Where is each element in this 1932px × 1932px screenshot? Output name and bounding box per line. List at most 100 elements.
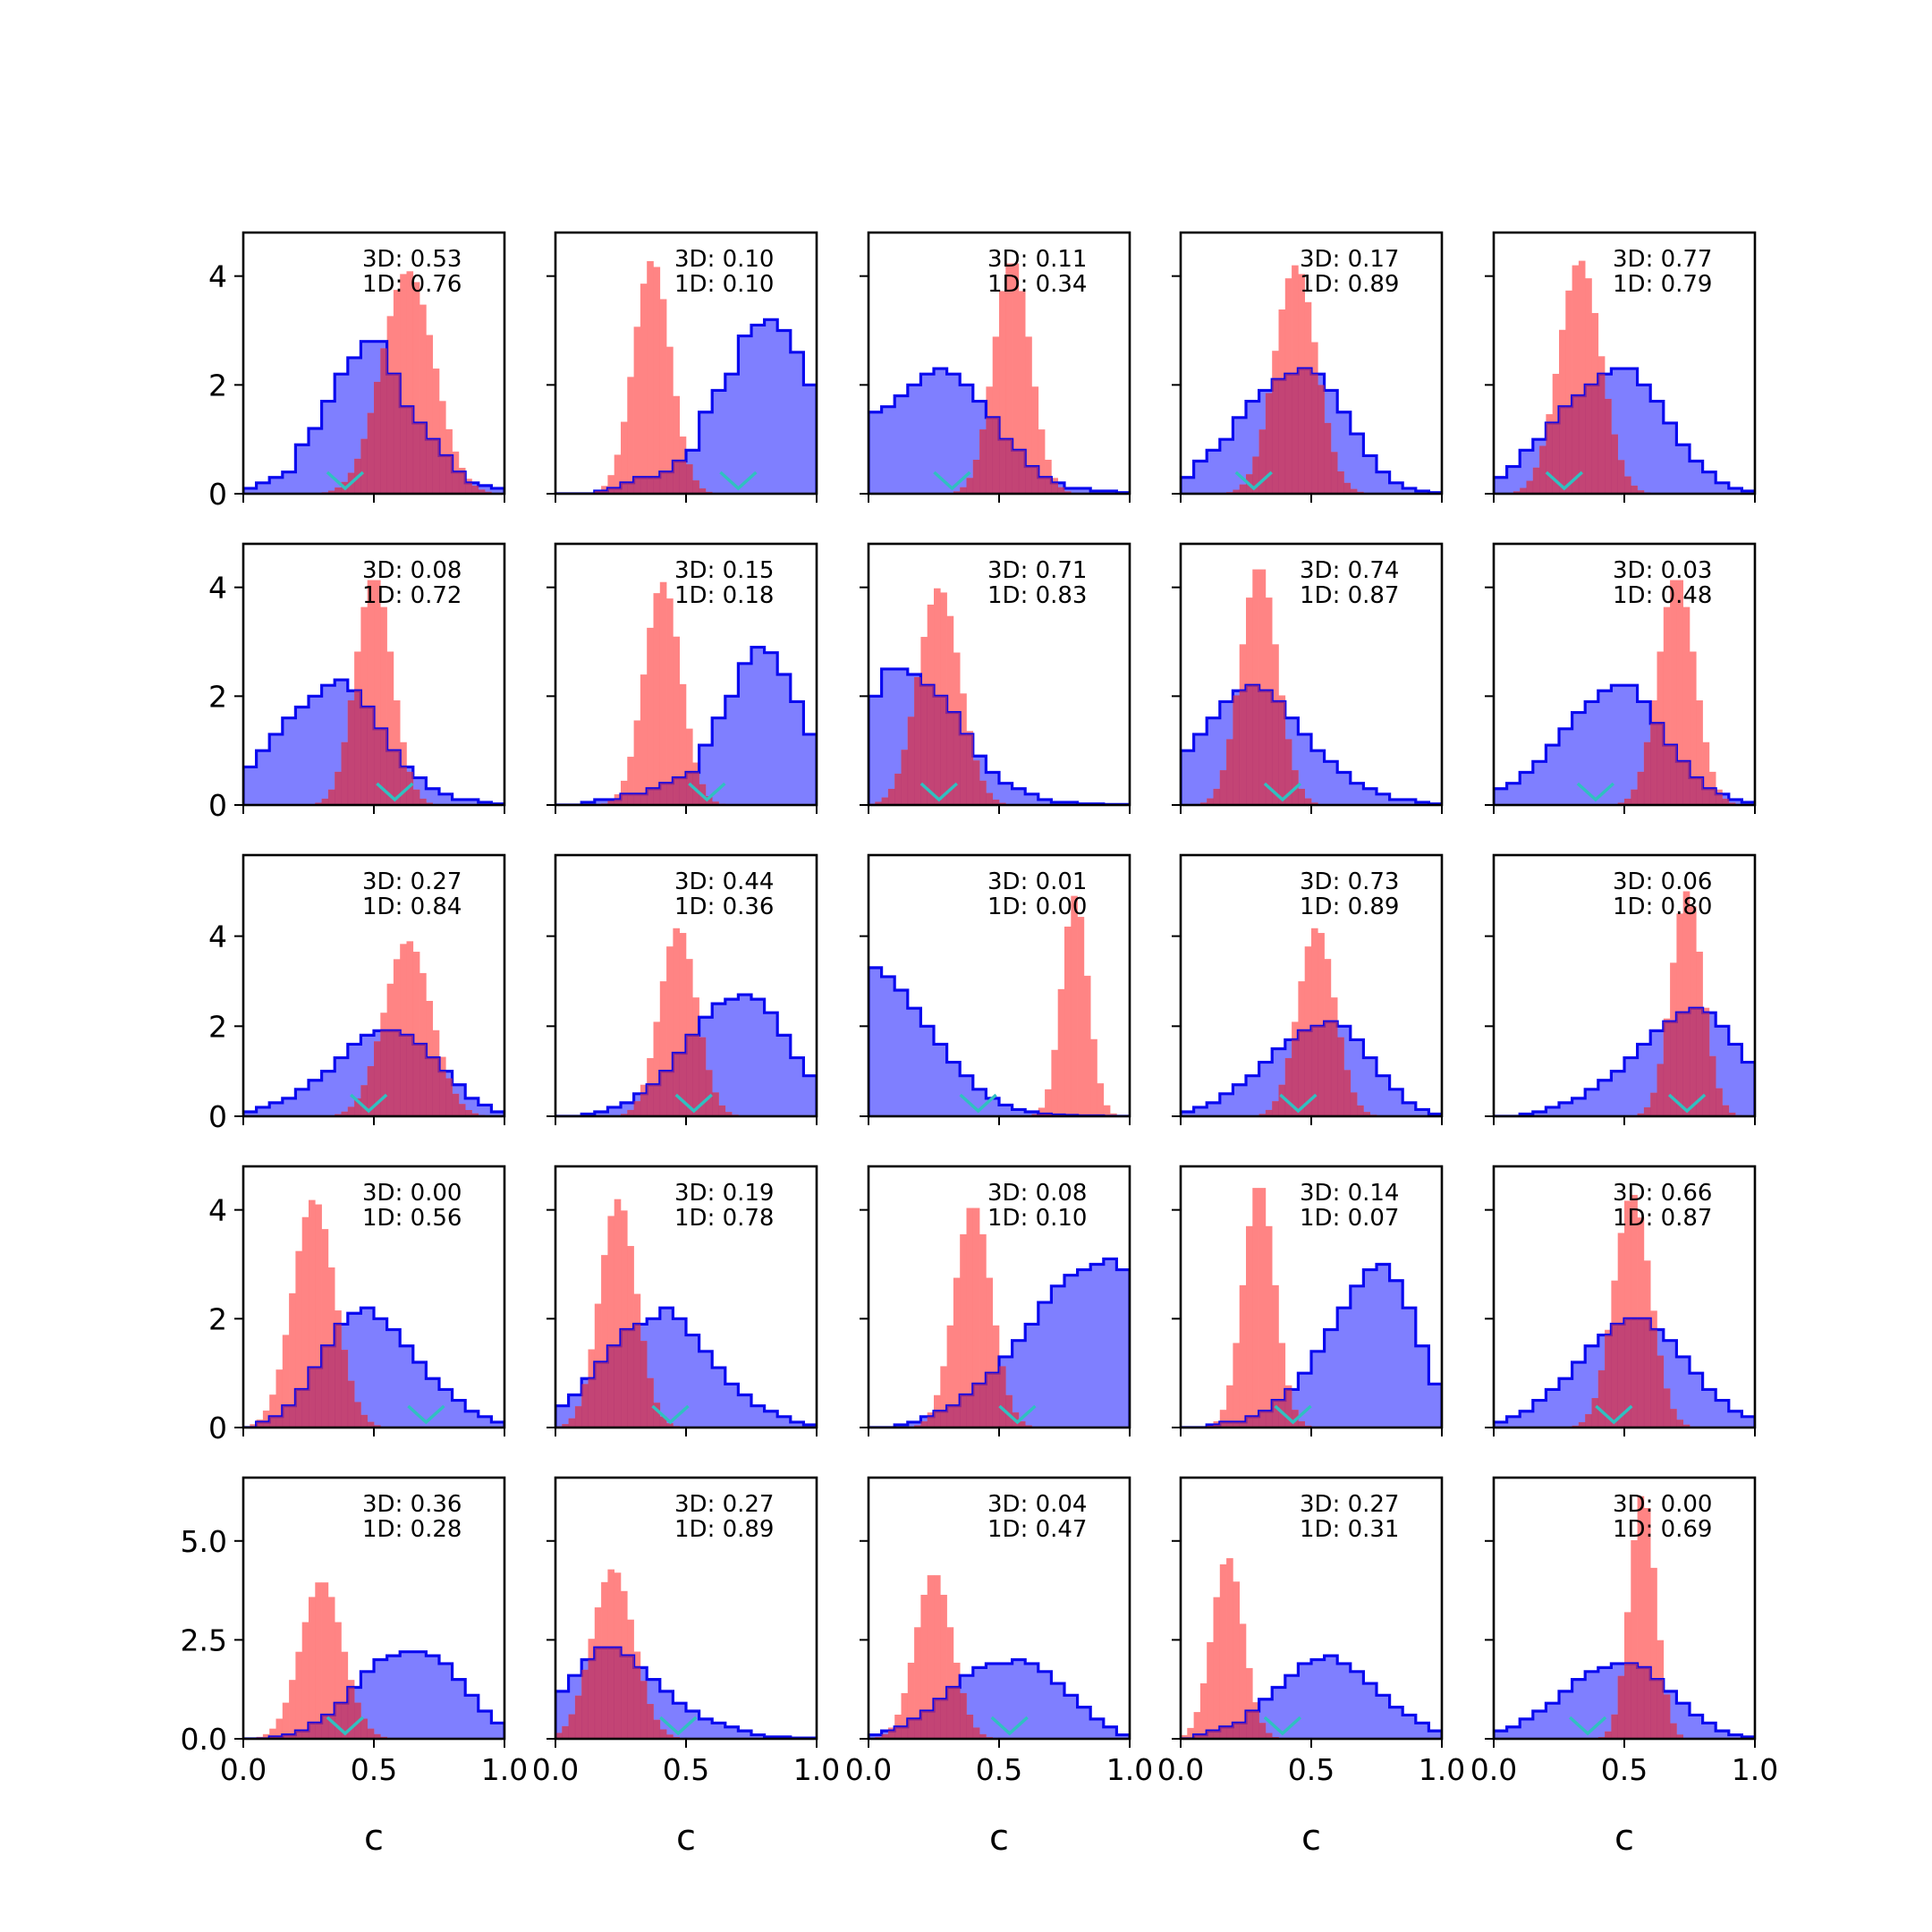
true-value-marker bbox=[1279, 1093, 1318, 1114]
overlap-bar bbox=[647, 1704, 654, 1739]
overlap-bar bbox=[1252, 1711, 1259, 1739]
overlap-bar bbox=[1258, 1411, 1267, 1428]
overlap-bar bbox=[1252, 1416, 1259, 1428]
overlap-bar bbox=[465, 482, 472, 494]
red-bar bbox=[1670, 580, 1677, 805]
true-value-marker bbox=[659, 1716, 698, 1736]
red-bar bbox=[986, 1277, 993, 1428]
red-bar bbox=[1258, 1188, 1267, 1428]
overlap-bar bbox=[386, 1030, 394, 1116]
overlap-bar bbox=[321, 1715, 329, 1739]
plot-area bbox=[243, 271, 504, 494]
red-bar bbox=[647, 627, 654, 805]
red-bar bbox=[1631, 1539, 1638, 1739]
overlap-bar bbox=[581, 1384, 589, 1428]
overlap-bar bbox=[1591, 1398, 1599, 1428]
red-bar bbox=[400, 274, 407, 494]
overlap-bar bbox=[607, 1345, 614, 1428]
red-bar bbox=[250, 1424, 257, 1428]
overlap-bar bbox=[1005, 439, 1013, 494]
overlap-bar bbox=[393, 750, 401, 805]
red-bar bbox=[1018, 291, 1026, 494]
overlap-bar bbox=[1343, 482, 1352, 494]
red-bar bbox=[1272, 1284, 1279, 1428]
red-bar bbox=[1219, 1410, 1227, 1428]
overlap-bar bbox=[934, 1699, 941, 1739]
annotation-3d: 3D: 0.53 bbox=[362, 246, 462, 273]
overlap-bar bbox=[1213, 1424, 1221, 1428]
overlap-bar bbox=[1298, 1030, 1305, 1116]
overlap-bar bbox=[419, 422, 427, 494]
overlap-bar bbox=[986, 417, 993, 494]
overlap-bar bbox=[568, 1714, 576, 1739]
red-bar bbox=[953, 1277, 961, 1428]
overlap-bar bbox=[633, 1101, 641, 1116]
red-bar bbox=[426, 335, 433, 494]
overlap-bar bbox=[1284, 374, 1292, 494]
overlap-bar bbox=[406, 771, 414, 805]
blue-histogram-edge bbox=[869, 1257, 1130, 1428]
x-tick-label: 0.0 bbox=[220, 1752, 267, 1787]
overlap-bar bbox=[1637, 490, 1645, 494]
overlap-bar bbox=[347, 700, 355, 805]
overlap-bar bbox=[1324, 1021, 1332, 1116]
overlap-bar bbox=[562, 1725, 569, 1739]
overlap-bar bbox=[666, 1423, 674, 1428]
overlap-bar bbox=[992, 799, 1000, 805]
plot-area bbox=[1181, 1558, 1442, 1739]
annotation-1d: 1D: 0.00 bbox=[987, 894, 1087, 920]
overlap-bar bbox=[1696, 777, 1703, 805]
true-value-marker bbox=[959, 1093, 997, 1114]
overlap-bar bbox=[432, 1057, 440, 1116]
plot-area bbox=[555, 1569, 817, 1739]
red-bar bbox=[1682, 606, 1690, 805]
red-bar bbox=[439, 401, 446, 494]
overlap-bar bbox=[386, 374, 394, 494]
red-bar bbox=[1193, 1712, 1201, 1739]
overlap-bar bbox=[1605, 1731, 1612, 1739]
overlap-bar bbox=[1318, 385, 1325, 494]
overlap-bar bbox=[673, 777, 680, 805]
red-bar bbox=[289, 1680, 296, 1739]
overlap-bar bbox=[1650, 723, 1657, 805]
x-tick-label: 0.5 bbox=[351, 1752, 397, 1787]
annotation-3d: 3D: 0.17 bbox=[1300, 246, 1399, 273]
overlap-bar bbox=[1532, 467, 1540, 494]
overlap-bar bbox=[1233, 1421, 1240, 1428]
overlap-bar bbox=[256, 1421, 264, 1428]
overlap-bar bbox=[627, 1109, 634, 1116]
red-bar bbox=[1213, 1597, 1221, 1739]
true-value-marker bbox=[1595, 1404, 1633, 1425]
overlap-bar bbox=[1226, 1421, 1233, 1428]
overlap-bar bbox=[341, 1703, 349, 1739]
overlap-bar bbox=[1304, 798, 1312, 805]
overlap-bar bbox=[1617, 1675, 1625, 1739]
annotation-1d: 1D: 0.36 bbox=[674, 894, 774, 920]
x-tick-label: 0.0 bbox=[532, 1752, 579, 1787]
red-bar bbox=[653, 593, 661, 805]
red-bar bbox=[1265, 1225, 1273, 1428]
annotation-3d: 3D: 0.11 bbox=[987, 246, 1087, 273]
overlap-bar bbox=[614, 1648, 622, 1739]
overlap-bar bbox=[1657, 1063, 1665, 1116]
red-bar bbox=[1631, 1194, 1638, 1428]
blue-histogram-fill bbox=[869, 1258, 1130, 1428]
red-bar bbox=[1311, 928, 1318, 1116]
overlap-bar bbox=[327, 1715, 335, 1739]
overlap-bar bbox=[966, 1715, 974, 1739]
overlap-bar bbox=[478, 489, 486, 494]
overlap-bar bbox=[445, 455, 453, 494]
overlap-bar bbox=[1643, 1107, 1651, 1116]
overlap-bar bbox=[327, 1345, 335, 1428]
y-tick-label: 5.0 bbox=[181, 1524, 227, 1559]
overlap-bar bbox=[953, 1687, 961, 1739]
x-tick-label: 0.5 bbox=[1601, 1752, 1648, 1787]
red-bar bbox=[920, 1595, 928, 1739]
overlap-bar bbox=[315, 1368, 322, 1428]
overlap-bar bbox=[920, 685, 928, 805]
blue-histogram-edge bbox=[243, 1029, 504, 1116]
true-value-marker bbox=[326, 1716, 365, 1736]
